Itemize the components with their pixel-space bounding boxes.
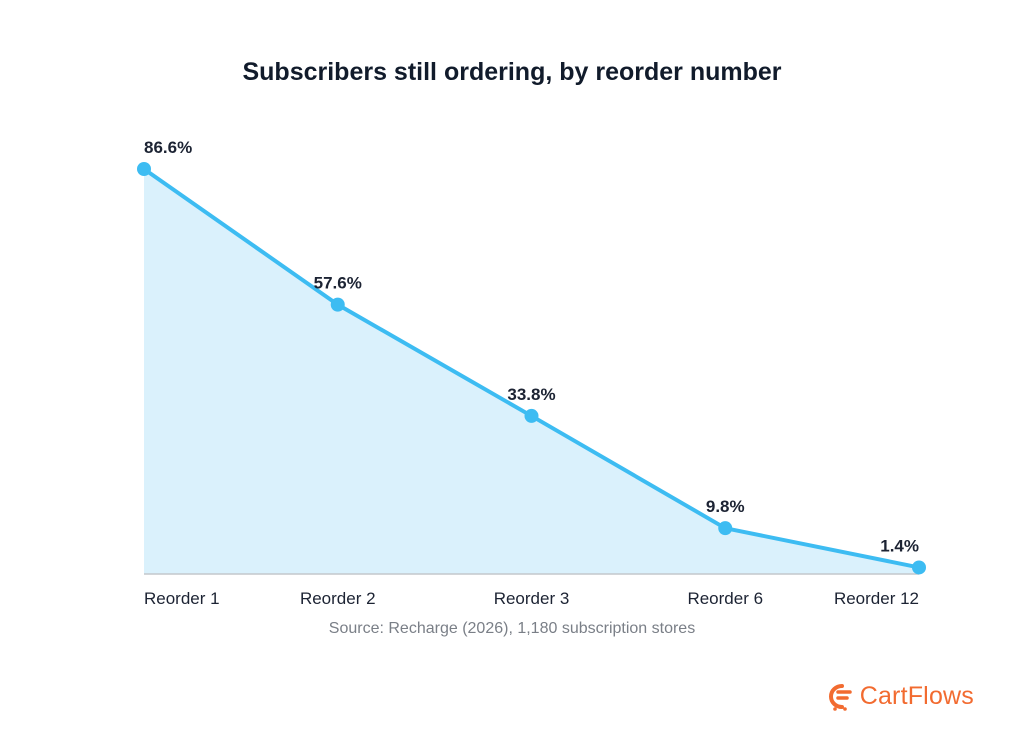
data-label: 9.8% — [706, 497, 745, 516]
data-point — [912, 560, 926, 575]
cartflows-logo-icon — [828, 683, 852, 711]
area-fill — [144, 169, 919, 574]
x-tick-labels: Reorder 1 Reorder 2 Reorder 3 Reorder 6 Reor… — [144, 589, 919, 608]
data-labels: 86.6% 57.6% 33.8% 9.8% 1.4% — [144, 138, 919, 555]
source-note: Source: Recharge (2026), 1,180 subscript… — [329, 620, 695, 637]
data-point — [718, 521, 733, 536]
x-tick-label: Reorder 2 — [300, 589, 376, 608]
chart-title: Subscribers still ordering, by reorder n… — [242, 58, 781, 86]
data-label: 86.6% — [144, 138, 192, 157]
data-points — [137, 162, 926, 575]
x-tick-label: Reorder 12 — [834, 589, 919, 608]
data-label: 33.8% — [507, 385, 555, 404]
data-point — [330, 297, 345, 312]
x-tick-label: Reorder 1 — [144, 589, 220, 608]
x-tick-label: Reorder 6 — [687, 589, 763, 608]
data-point — [524, 408, 539, 423]
data-point — [137, 162, 151, 176]
brand-name: CartFlows — [859, 682, 974, 710]
data-label: 1.4% — [880, 536, 919, 555]
brand-logo: CartFlows — [826, 682, 974, 711]
data-label: 57.6% — [314, 274, 362, 293]
x-tick-label: Reorder 3 — [494, 589, 570, 608]
